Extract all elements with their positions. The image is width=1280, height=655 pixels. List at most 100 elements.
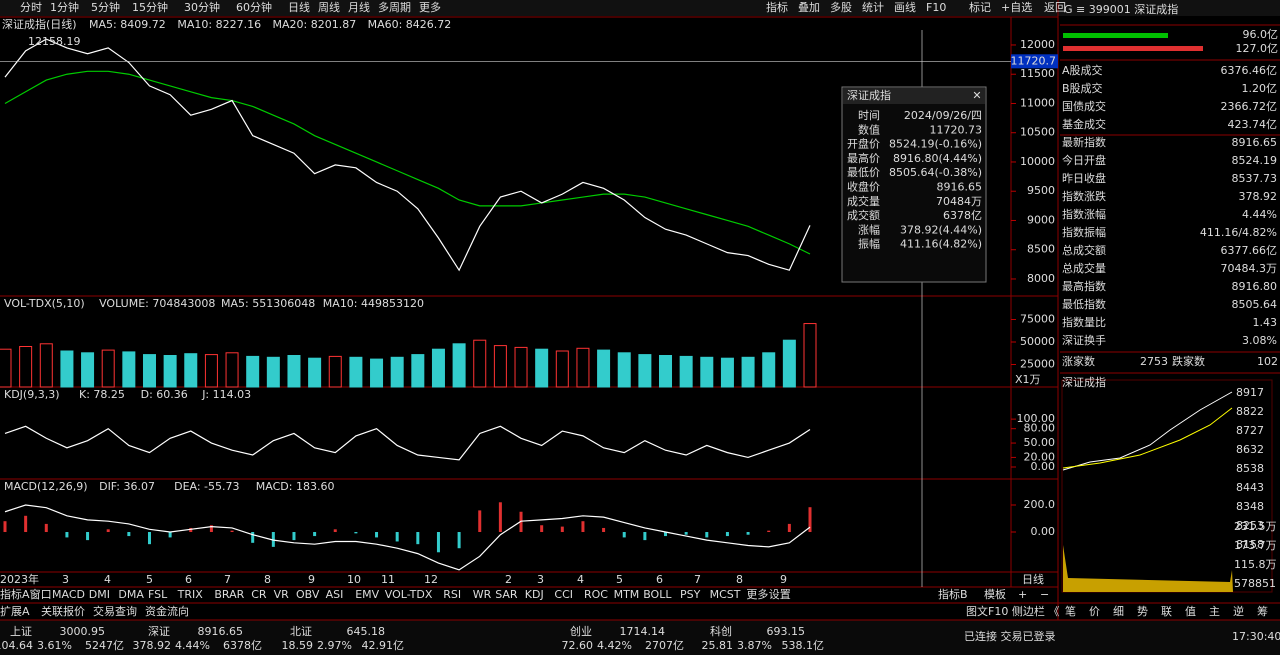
indicator-tab[interactable]: TRIX [177,588,204,601]
date-label: 9 [780,573,787,586]
side-tab[interactable]: 联 [1161,605,1172,618]
indicator-tab[interactable]: BOLL [643,588,672,601]
extra-tab[interactable]: 资金流向 [145,604,189,618]
tool-button[interactable]: 标记 [969,0,991,14]
connection-status: 已连接 交易已登录 [964,629,1056,643]
extra-tab[interactable]: 扩展A [0,604,30,618]
side-tab[interactable]: 势 [1137,605,1148,618]
macd-bar [540,525,544,533]
panel-header: VOLUME: 704843008 [99,297,215,310]
index-amount: 5247亿 [85,639,124,652]
indicator-tab[interactable]: BRAR [214,588,244,601]
macd-bar [106,529,110,533]
indicator-tab[interactable]: 更多 [746,587,768,601]
quote-value: 3.08% [1242,334,1277,347]
index-name: 北证 [290,625,312,638]
indicator-tab[interactable]: SAR [495,588,518,601]
indicator-tab[interactable]: MTM [614,588,640,601]
period-tab[interactable]: 更多 [419,0,441,14]
indicator-tab[interactable]: + [1018,588,1027,601]
indicator-tab[interactable]: FSL [148,588,168,601]
extra-tab[interactable]: 交易查询 [93,604,137,618]
mini-price-label: 8632 [1236,443,1264,456]
indicator-tab[interactable]: EMV [355,588,379,601]
indicator-tab[interactable]: CCI [554,588,573,601]
period-tab[interactable]: 1分钟 [50,0,79,14]
index-pct: 2.97% [317,639,352,652]
side-tab[interactable]: 细 [1113,605,1124,618]
period-tab[interactable]: 周线 [318,0,340,14]
high-label: 12158.19 [28,35,81,48]
side-tab[interactable]: 价 [1089,605,1100,618]
quote-value: 2753 [1140,355,1168,368]
index-value: 645.18 [347,625,386,638]
indicator-tab[interactable]: ASI [326,588,344,601]
period-tab[interactable]: 月线 [348,0,370,14]
macd-bar [147,532,151,545]
period-tab[interactable]: 30分钟 [184,0,220,14]
quote-label: 跌家数 [1172,354,1205,368]
indicator-tab[interactable]: RSI [443,588,461,601]
tool-button[interactable]: 指标 [766,0,788,14]
tool-button[interactable]: F10 [926,1,946,14]
period-tab[interactable]: 多周期 [378,0,411,14]
popup-key: 涨幅 [858,223,880,236]
tool-button[interactable]: 返回 [1044,1,1066,14]
indicator-tab[interactable]: 指标B [938,587,968,601]
index-value: 8916.65 [198,625,244,638]
panel-header: MACD(12,26,9) [4,480,88,493]
side-tab[interactable]: 主 [1209,605,1220,618]
volume-bar [473,339,487,388]
indicator-tab[interactable]: ROC [584,588,608,601]
index-pct: 3.61% [37,639,72,652]
indicator-tab[interactable]: MCST [710,588,741,601]
y-tick-label: 25000 [1020,358,1055,371]
indicator-tab[interactable]: VR [274,588,290,601]
volume-bar [555,350,569,388]
quote-label: 指数振幅 [1062,225,1106,239]
panel-header: KDJ(9,3,3) [4,388,60,401]
indicator-tab[interactable]: MACD [52,588,85,601]
side-tab[interactable]: 值 [1185,605,1196,618]
indicator-tab[interactable]: VOL-TDX [385,588,433,601]
tool-button[interactable]: 画线 [894,0,916,14]
y-tick-label: 100.00 [1017,412,1056,425]
popup-key: 数值 [858,123,880,136]
period-tab[interactable]: 15分钟 [132,0,168,14]
tool-button[interactable]: 统计 [862,1,884,14]
period-tab[interactable]: 60分钟 [236,0,272,14]
tool-button[interactable]: 叠加 [798,1,820,14]
indicator-tab[interactable]: OBV [296,588,320,601]
side-tab[interactable]: 笔 [1065,604,1076,618]
popup-close[interactable]: ✕ [972,89,981,102]
tool-button[interactable]: +自选 [1001,1,1032,14]
indicator-tab[interactable]: DMA [118,588,144,601]
quote-value: 4.44% [1242,208,1277,221]
extra-tab[interactable]: 关联报价 [41,604,85,618]
index-name: 科创 [710,624,732,638]
indicator-tab[interactable]: 设置 [769,588,791,601]
period-tab[interactable]: 日线 [288,0,310,14]
tool-button[interactable]: 多股 [830,0,852,14]
indicator-tab[interactable]: PSY [680,588,701,601]
macd-bar [24,515,28,533]
volume-bar [246,355,260,388]
indicator-tab[interactable]: 窗口 [30,587,52,601]
indicator-tab[interactable]: − [1040,588,1049,601]
indicator-tab[interactable]: DMI [89,588,110,601]
volume-bar [782,339,796,388]
indicator-tab[interactable]: KDJ [525,588,544,601]
indicator-tab[interactable]: 模板 [984,587,1006,601]
indicator-tab[interactable]: WR [473,588,492,601]
popup-value: 8505.64(-0.38%) [889,166,982,179]
period-tab[interactable]: 分时 [20,1,42,14]
y-tick-label: 11500 [1020,67,1055,80]
indicator-tab[interactable]: 指标A [0,587,30,601]
side-tab[interactable]: 筹 [1257,604,1268,618]
indicator-tab[interactable]: CR [251,588,267,601]
popup-key: 时间 [858,109,880,122]
period-tab[interactable]: 5分钟 [91,0,120,14]
side-link[interactable]: 图文F10 侧边栏 《 [966,604,1059,618]
side-tab[interactable]: 逆 [1233,604,1244,618]
